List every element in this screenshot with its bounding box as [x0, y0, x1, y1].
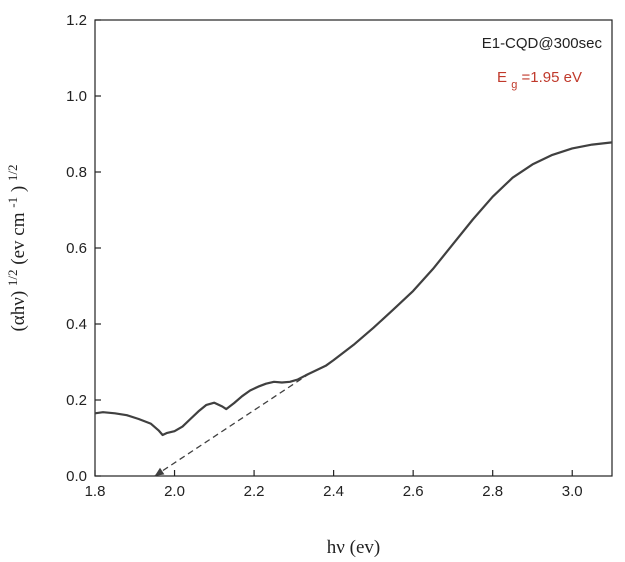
y-tick-label: 0.4	[66, 316, 87, 333]
bandgap-value: =1.95 eV	[522, 69, 582, 86]
y-axis-title: (αhν) 1/2 (ev cm -1 ) 1/2	[5, 164, 30, 331]
y-tick-label: 0.2	[66, 392, 87, 409]
y-tick-label: 0.8	[66, 164, 87, 181]
y-axis-title-superscript: 1/2	[5, 269, 20, 286]
bandgap-symbol: E	[497, 69, 507, 86]
bandgap-annotation: E g =1.95 eV	[497, 69, 582, 91]
y-axis-title-superscript: 1/2	[5, 164, 20, 181]
x-tick-label: 2.4	[323, 483, 344, 500]
tangent-line	[154, 372, 311, 477]
series-line	[94, 141, 613, 437]
bandgap-subscript: g	[511, 79, 517, 91]
y-tick-label: 0.6	[66, 240, 87, 257]
x-tick-label: 1.8	[85, 483, 106, 500]
y-tick-label: 0.0	[66, 468, 87, 485]
x-tick-label: 3.0	[562, 483, 583, 500]
plot-frame	[94, 19, 613, 477]
x-tick-label: 2.2	[244, 483, 265, 500]
y-axis-ticks: 0.0 0.2 0.4 0.6 0.8 1.0 1.2	[66, 12, 101, 485]
tangent-arrowhead	[154, 467, 165, 476]
y-tick-label: 1.0	[66, 88, 87, 105]
x-tick-label: 2.8	[482, 483, 503, 500]
x-axis-ticks: 1.8 2.0 2.2 2.4 2.6 2.8 3.0	[85, 470, 583, 500]
y-axis-title-part: )	[8, 186, 29, 192]
y-tick-label: 1.2	[66, 12, 87, 29]
y-axis-title-part: (ev cm	[8, 212, 29, 264]
x-tick-label: 2.0	[164, 483, 185, 500]
series-layer	[94, 141, 613, 477]
y-axis-title-superscript: -1	[5, 197, 20, 208]
legend-series-label: E1-CQD@300sec	[482, 35, 603, 52]
x-tick-label: 2.6	[403, 483, 424, 500]
x-axis-title: hν (ev)	[327, 537, 380, 558]
y-axis-title-part: (αhν)	[8, 291, 29, 332]
